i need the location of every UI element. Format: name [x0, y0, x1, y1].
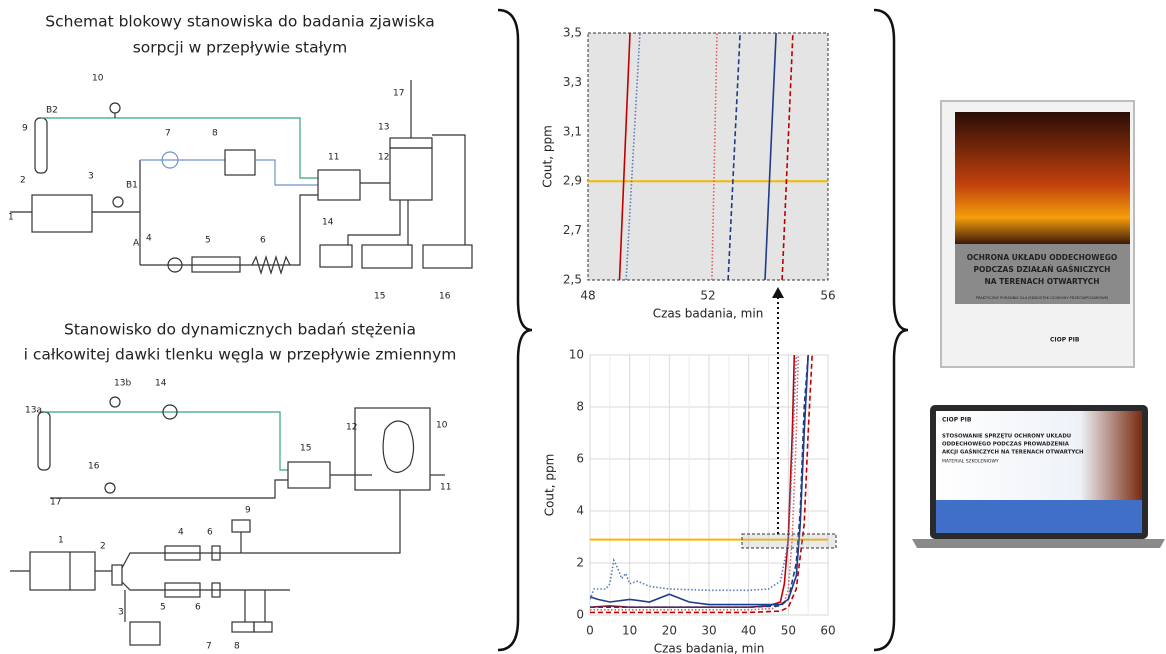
y-tick-label: 3,1 — [563, 124, 582, 138]
diagram-label: 14 — [155, 379, 167, 389]
y-tick-label: 4 — [576, 504, 584, 518]
diagram-label: 11 — [328, 153, 339, 163]
diagram-label: 7 — [206, 642, 212, 652]
series-line — [590, 354, 809, 606]
x-tick-label: 52 — [700, 289, 715, 303]
book-cover: OCHRONA UKŁADU ODDECHOWEGO PODCZAS DZIAŁ… — [940, 100, 1135, 368]
diagram-label: 5 — [160, 603, 166, 613]
series-line — [618, 32, 631, 281]
brace — [873, 8, 909, 652]
diagram-label: 4 — [178, 528, 184, 538]
book-logo: CIOP PIB — [1050, 337, 1080, 344]
y-tick-label: 0 — [576, 608, 584, 622]
diagram-label: 13 — [378, 123, 389, 133]
y-axis-label: Cout, ppm — [543, 454, 557, 517]
diagram-label: 15 — [300, 444, 311, 454]
diagram-label: 13b — [114, 379, 131, 389]
diagram-label: 5 — [205, 236, 211, 246]
diagram-label: 6 — [195, 603, 201, 613]
y-tick-label: 6 — [576, 452, 584, 466]
diagram-title: sorpcji w przepływie stałym — [133, 39, 348, 57]
diagram-label: 7 — [165, 129, 171, 139]
diagram-label: 2 — [20, 176, 26, 186]
laptop-title: STOSOWANIE SPRZĘTU OCHRONY UKŁADU — [942, 434, 1071, 440]
y-tick-label: 3,3 — [563, 75, 582, 89]
diagram-label: 1 — [8, 213, 14, 223]
series-line — [781, 32, 794, 281]
diagram-title: i całkowitej dawki tlenku węgla w przepł… — [24, 346, 457, 364]
y-tick-label: 3,5 — [563, 26, 582, 40]
book-title: NA TERENACH OTWARTYCH — [984, 277, 1099, 286]
diagram-label: 17 — [50, 498, 61, 508]
series-line — [590, 354, 813, 614]
x-axis-label: Czas badania, min — [654, 642, 765, 654]
diagram-label: 1 — [58, 536, 64, 546]
book-subtitle: PRAKTYCZNY PORADNIK DLA JEDNOSTEK OCHRON… — [976, 295, 1108, 300]
diagram-label: 14 — [322, 218, 334, 228]
x-tick-label: 56 — [820, 289, 835, 303]
diagram-label: 17 — [393, 89, 404, 99]
diagram-label: 13a — [25, 406, 42, 416]
x-tick-label: 10 — [622, 624, 637, 638]
diagram-label: 6 — [207, 528, 213, 538]
diagram-label: 11 — [440, 483, 451, 493]
diagram-title: Schemat blokowy stanowiska do badania zj… — [45, 13, 434, 31]
diagram-label: 9 — [245, 506, 251, 516]
diagram-label: 3 — [118, 608, 124, 618]
zoom-box — [741, 533, 837, 549]
diagram-label: 16 — [88, 462, 100, 472]
x-tick-label: 48 — [580, 289, 595, 303]
x-tick-label: 20 — [662, 624, 677, 638]
x-tick-label: 30 — [701, 624, 716, 638]
diagram-label: A — [133, 239, 140, 249]
diagram-1 — [10, 80, 473, 276]
series-line — [711, 32, 718, 281]
series-line — [590, 354, 798, 600]
x-tick-label: 40 — [741, 624, 756, 638]
series-line — [590, 354, 800, 611]
arrow-head — [772, 287, 784, 298]
series-line — [727, 32, 741, 281]
y-tick-label: 2,9 — [563, 174, 582, 188]
diagram-label: 16 — [439, 292, 451, 302]
diagram-label: B2 — [46, 106, 58, 116]
diagram-label: 6 — [260, 236, 266, 246]
y-tick-label: 10 — [569, 348, 584, 362]
diagram-label: 8 — [234, 642, 240, 652]
series-line — [764, 32, 777, 281]
x-tick-label: 0 — [586, 624, 594, 638]
x-tick-label: 50 — [781, 624, 796, 638]
diagram-title: Stanowisko do dynamicznych badań stężeni… — [64, 321, 416, 339]
diagram-label: 8 — [212, 129, 218, 139]
laptop: CIOP PIB STOSOWANIE SPRZĘTU OCHRONY UKŁA… — [912, 405, 1165, 548]
x-tick-label: 60 — [820, 624, 835, 638]
diagram-label: 15 — [374, 292, 385, 302]
diagram-label: 2 — [100, 542, 106, 552]
diagram-label: 12 — [346, 423, 357, 433]
book-title: OCHRONA UKŁADU ODDECHOWEGO — [967, 253, 1117, 262]
laptop-subtitle: MATERIAŁ SZKOLENIOWY — [942, 459, 999, 465]
laptop-logo: CIOP PIB — [942, 417, 972, 424]
y-tick-label: 2,7 — [563, 223, 582, 237]
y-tick-label: 2,5 — [563, 273, 582, 287]
diagram-label: 9 — [22, 124, 28, 134]
series-line — [625, 32, 641, 281]
laptop-title: AKCJI GAŚNICZYCH NA TERENACH OTWARTYCH — [942, 449, 1084, 456]
diagram-label: B1 — [126, 181, 138, 191]
y-tick-label: 2 — [576, 556, 584, 570]
brace — [497, 8, 533, 652]
y-axis-label: Cout, ppm — [541, 125, 555, 188]
diagram-label: 10 — [92, 74, 104, 84]
y-tick-label: 8 — [576, 400, 584, 414]
laptop-title: ODDECHOWEGO PODCZAS PROWADZENIA — [942, 442, 1070, 448]
diagram-label: 4 — [146, 234, 152, 244]
diagram-label: 12 — [378, 153, 389, 163]
book-title: PODCZAS DZIAŁAŃ GAŚNICZYCH — [974, 265, 1111, 274]
diagram-2 — [10, 396, 445, 646]
x-axis-label: Czas badania, min — [653, 307, 764, 321]
diagram-label: 3 — [88, 172, 94, 182]
diagram-label: 10 — [436, 421, 448, 431]
